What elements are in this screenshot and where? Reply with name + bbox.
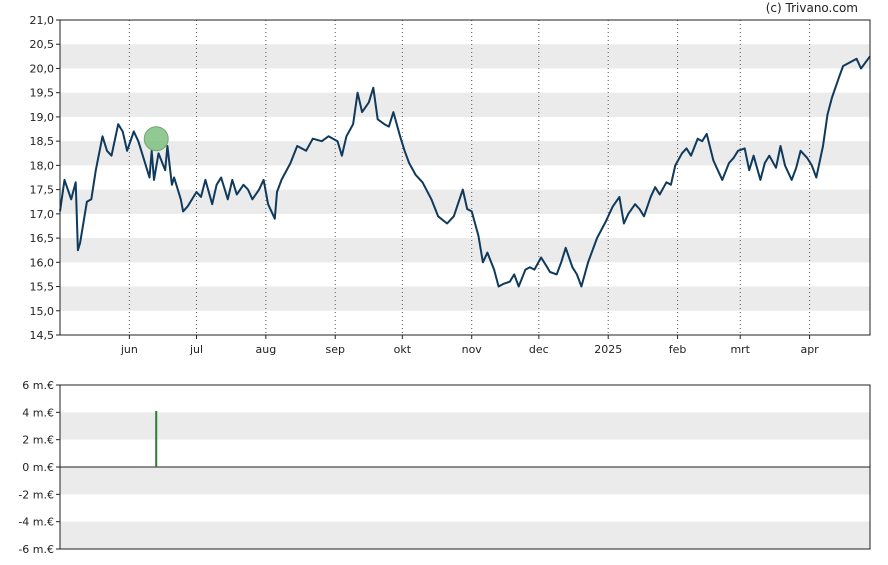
y-tick-label: 16,5	[30, 232, 55, 245]
x-tick-label: jun	[120, 343, 138, 356]
volume-y-tick-label: 0 m.€	[22, 461, 54, 474]
x-tick-label: 2025	[594, 343, 622, 356]
volume-y-tick-label: 4 m.€	[22, 406, 54, 419]
x-tick-label: nov	[462, 343, 483, 356]
volume-y-tick-label: -4 m.€	[18, 516, 54, 529]
x-tick-label: aug	[256, 343, 277, 356]
y-tick-label: 19,0	[30, 111, 55, 124]
x-tick-label: dec	[529, 343, 549, 356]
y-tick-label: 21,0	[30, 14, 55, 27]
x-tick-label: apr	[800, 343, 819, 356]
volume-grid-band	[60, 521, 870, 549]
y-tick-label: 15,5	[30, 281, 55, 294]
price-grid-band	[60, 238, 870, 263]
y-tick-label: 20,5	[30, 38, 55, 51]
price-grid-band	[60, 141, 870, 166]
y-tick-label: 18,5	[30, 135, 55, 148]
y-tick-label: 17,0	[30, 208, 55, 221]
volume-y-tick-label: -6 m.€	[18, 543, 54, 556]
x-tick-label: sep	[325, 343, 344, 356]
y-tick-label: 19,5	[30, 87, 55, 100]
volume-y-tick-label: 2 m.€	[22, 434, 54, 447]
y-tick-label: 20,0	[30, 62, 55, 75]
price-grid-band	[60, 44, 870, 69]
x-tick-label: okt	[394, 343, 412, 356]
price-grid-band	[60, 92, 870, 117]
x-tick-label: feb	[669, 343, 687, 356]
x-tick-label: mrt	[730, 343, 750, 356]
event-marker	[143, 126, 169, 152]
y-tick-label: 18,0	[30, 159, 55, 172]
y-tick-label: 15,0	[30, 305, 55, 318]
price-grid-band	[60, 286, 870, 311]
x-tick-label: jul	[189, 343, 203, 356]
volume-grid-band	[60, 412, 870, 440]
price-series-line	[59, 55, 871, 288]
y-tick-label: 14,5	[30, 329, 55, 342]
volume-panel-frame	[59, 384, 871, 550]
price-panel-frame	[59, 19, 871, 336]
y-tick-label: 17,5	[30, 184, 55, 197]
volume-y-tick-label: 6 m.€	[22, 379, 54, 392]
y-tick-label: 16,0	[30, 256, 55, 269]
credit-label: (c) Trivano.com	[765, 1, 858, 15]
volume-y-tick-label: -2 m.€	[18, 488, 54, 501]
volume-grid-band	[60, 467, 870, 495]
